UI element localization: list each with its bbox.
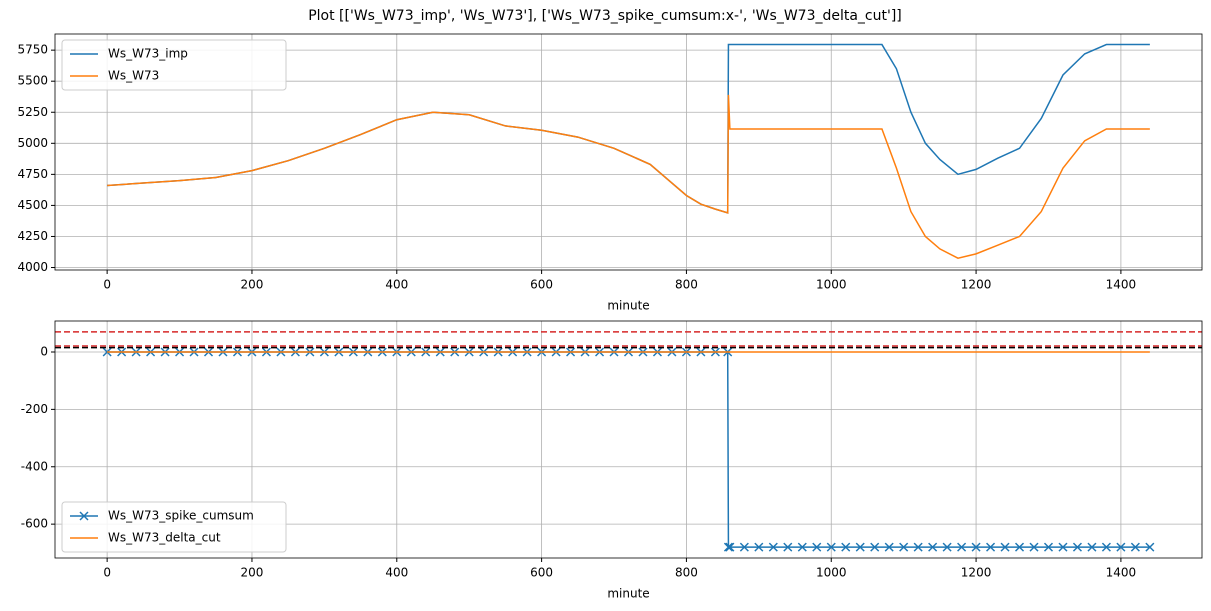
marker [102, 347, 112, 357]
y-tick-label: -400 [21, 459, 48, 473]
marker [913, 542, 923, 552]
plot-area [107, 43, 1150, 259]
x-tick-label: 1000 [816, 278, 847, 292]
x-tick-label: 1400 [1106, 566, 1137, 580]
y-tick-label: 4500 [17, 198, 48, 212]
x-tick-label: 0 [103, 566, 111, 580]
marker [1087, 542, 1097, 552]
x-tick-label: 400 [385, 278, 408, 292]
marker [739, 542, 749, 552]
y-tick-label: -600 [21, 517, 48, 531]
marker [942, 542, 952, 552]
figure-title: Plot [['Ws_W73_imp', 'Ws_W73'], ['Ws_W73… [308, 8, 902, 24]
x-axis-label: minute [607, 299, 649, 313]
legend-label: Ws_W73 [108, 69, 159, 83]
y-tick-label: 4250 [17, 229, 48, 243]
y-tick-label: 0 [40, 344, 48, 358]
marker [957, 542, 967, 552]
legend-marker [79, 511, 89, 521]
marker [928, 542, 938, 552]
x-tick-label: 1200 [961, 278, 992, 292]
marker [1014, 542, 1025, 552]
marker [884, 542, 894, 552]
legend-label: Ws_W73_imp [108, 47, 188, 61]
marker [725, 542, 735, 552]
x-tick-label: 0 [103, 278, 111, 292]
marker [797, 542, 807, 552]
marker [1000, 542, 1010, 552]
series-line [107, 94, 1150, 259]
marker [754, 542, 764, 552]
axes-frame [54, 33, 1203, 271]
marker [1116, 542, 1126, 552]
marker [826, 542, 836, 552]
y-tick-label: 5500 [17, 74, 48, 88]
x-tick-label: 600 [530, 566, 553, 580]
marker [723, 542, 733, 552]
marker [870, 542, 880, 552]
x-axis-label: minute [607, 587, 649, 601]
y-tick-label: 5250 [17, 105, 48, 119]
x-tick-label: 800 [675, 278, 698, 292]
x-tick-label: 200 [241, 278, 264, 292]
x-tick-label: 1400 [1106, 278, 1137, 292]
marker [1072, 542, 1082, 552]
y-tick-label: -200 [21, 402, 48, 416]
marker [855, 542, 865, 552]
marker [812, 542, 822, 552]
marker [986, 542, 996, 552]
y-tick-label: 4750 [17, 167, 48, 181]
legend-box [61, 501, 287, 553]
y-tick-label: 5750 [17, 43, 48, 57]
marker [1130, 542, 1140, 552]
marker [1101, 542, 1111, 552]
plot-area [55, 331, 1202, 552]
x-tick-label: 600 [530, 278, 553, 292]
x-tick-label: 200 [241, 566, 264, 580]
marker [899, 542, 909, 552]
marker [1029, 542, 1039, 552]
marker [1058, 542, 1068, 552]
marker [971, 542, 981, 552]
marker [841, 542, 851, 552]
marker [1145, 542, 1155, 552]
y-tick-label: 4000 [17, 260, 48, 274]
legend-label: Ws_W73_delta_cut [108, 531, 221, 545]
y-tick-label: 5000 [17, 136, 48, 150]
x-tick-label: 1000 [816, 566, 847, 580]
marker [768, 542, 778, 552]
x-tick-label: 800 [675, 566, 698, 580]
legend-box [61, 39, 287, 91]
marker [783, 542, 793, 552]
legend-label: Ws_W73_spike_cumsum [108, 509, 254, 523]
x-tick-label: 400 [385, 566, 408, 580]
axes-frame [54, 320, 1203, 559]
x-tick-label: 1200 [961, 566, 992, 580]
marker [1043, 542, 1054, 552]
